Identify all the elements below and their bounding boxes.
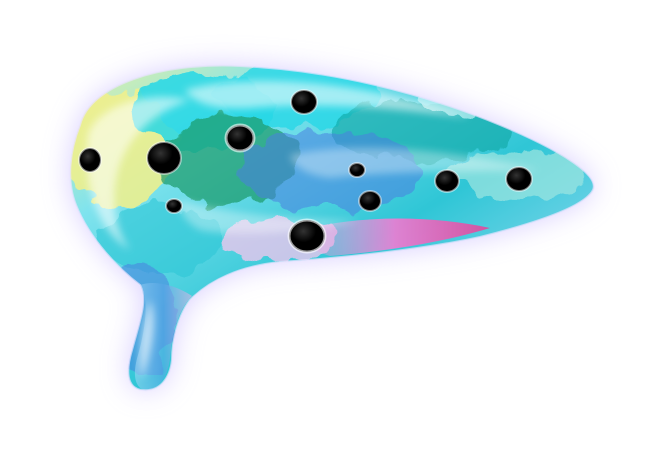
finger-hole: [348, 162, 366, 178]
finger-holes: [78, 89, 533, 254]
ocarina-rim: [69, 64, 595, 392]
finger-hole: [290, 89, 318, 115]
finger-hole: [224, 123, 256, 153]
finger-hole: [287, 218, 327, 254]
finger-hole: [358, 190, 382, 212]
finger-hole: [434, 169, 460, 193]
ocarina-body: [70, 65, 594, 391]
finger-hole: [146, 141, 182, 175]
finger-hole: [78, 147, 102, 173]
finger-hole: [165, 198, 183, 214]
finger-hole: [505, 166, 533, 192]
